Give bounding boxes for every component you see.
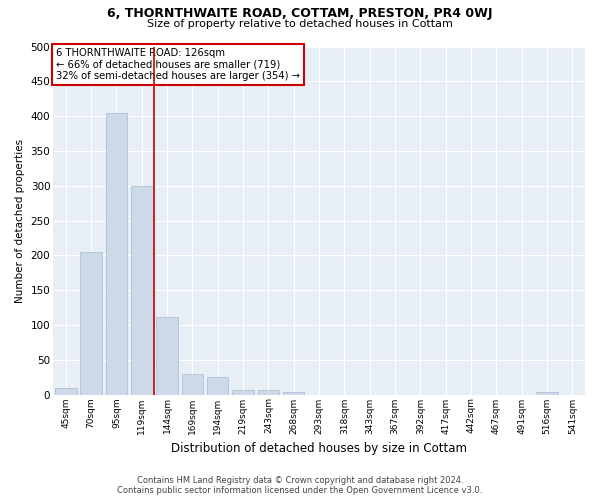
Bar xyxy=(106,112,127,394)
Bar xyxy=(257,390,279,394)
Bar xyxy=(131,186,152,394)
X-axis label: Distribution of detached houses by size in Cottam: Distribution of detached houses by size … xyxy=(171,442,467,455)
Bar xyxy=(80,252,102,394)
Bar xyxy=(283,392,304,394)
Bar xyxy=(536,392,558,394)
Text: 6 THORNTHWAITE ROAD: 126sqm
← 66% of detached houses are smaller (719)
32% of se: 6 THORNTHWAITE ROAD: 126sqm ← 66% of det… xyxy=(56,48,300,82)
Bar xyxy=(55,388,77,394)
Y-axis label: Number of detached properties: Number of detached properties xyxy=(15,138,25,302)
Bar xyxy=(157,316,178,394)
Text: Contains HM Land Registry data © Crown copyright and database right 2024.
Contai: Contains HM Land Registry data © Crown c… xyxy=(118,476,482,495)
Text: Size of property relative to detached houses in Cottam: Size of property relative to detached ho… xyxy=(147,19,453,29)
Bar xyxy=(207,377,229,394)
Bar xyxy=(182,374,203,394)
Text: 6, THORNTHWAITE ROAD, COTTAM, PRESTON, PR4 0WJ: 6, THORNTHWAITE ROAD, COTTAM, PRESTON, P… xyxy=(107,8,493,20)
Bar xyxy=(232,390,254,394)
